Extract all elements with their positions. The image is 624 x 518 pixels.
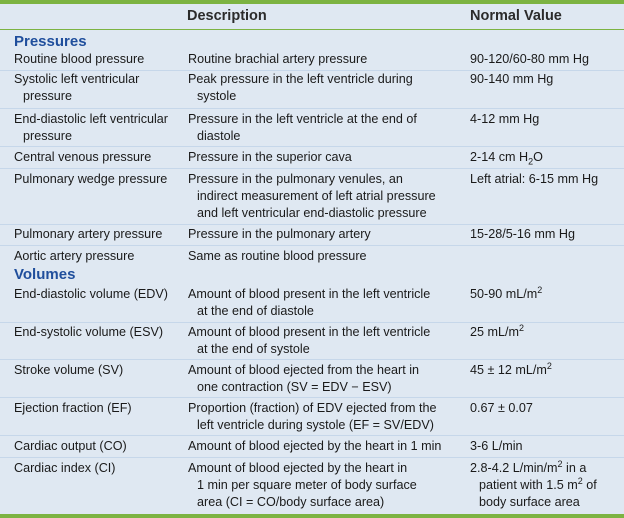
row-value: 4-12 mm Hg bbox=[470, 112, 540, 126]
row-name: End-systolic volume (ESV) bbox=[14, 325, 164, 339]
row-value: 50-90 mL/m2 bbox=[470, 284, 543, 301]
table-row: Routine blood pressure Routine brachial … bbox=[0, 51, 624, 71]
row-description: Amount of blood ejected by the heart in 1… bbox=[188, 461, 417, 509]
row-name: Ejection fraction (EF) bbox=[14, 401, 132, 415]
row-description: Amount of blood present in the left vent… bbox=[188, 287, 431, 318]
table-header: Description Normal Value bbox=[0, 4, 624, 30]
row-name: Stroke volume (SV) bbox=[14, 363, 124, 377]
row-value: 90-140 mm Hg bbox=[470, 72, 554, 86]
row-description: Same as routine blood pressure bbox=[188, 249, 367, 263]
table-row: Stroke volume (SV) Amount of blood eject… bbox=[0, 360, 624, 398]
section-pressures: Pressures bbox=[14, 33, 87, 50]
row-value: 2-14 cm H2O bbox=[470, 150, 543, 167]
table-row: End-diastolic volume (EDV) Amount of blo… bbox=[0, 284, 624, 323]
table-row: Central venous pressure Pressure in the … bbox=[0, 149, 624, 169]
table-row: Cardiac output (CO) Amount of blood ejec… bbox=[0, 438, 624, 458]
row-description: Routine brachial artery pressure bbox=[188, 52, 368, 66]
row-value: 3-6 L/min bbox=[470, 439, 523, 453]
table-row: Ejection fraction (EF) Proportion (fract… bbox=[0, 400, 624, 436]
table-row: Aortic artery pressure Same as routine b… bbox=[0, 248, 624, 267]
table-row: Pulmonary artery pressure Pressure in th… bbox=[0, 226, 624, 246]
row-description: Amount of blood ejected from the heart i… bbox=[188, 363, 420, 394]
table-row: Systolic left ventricular pressure Peak p… bbox=[0, 71, 624, 109]
row-name: End-diastolic volume (EDV) bbox=[14, 287, 168, 301]
row-value: 0.67 ± 0.07 bbox=[470, 401, 533, 415]
row-name: Aortic artery pressure bbox=[14, 249, 135, 263]
row-description: Pressure in the pulmonary artery bbox=[188, 227, 371, 241]
row-value: 2.8-4.2 L/min/m2 in a patient with 1.5 m… bbox=[470, 458, 597, 509]
row-description: Peak pressure in the left ventricle duri… bbox=[188, 72, 413, 103]
table-row: End-diastolic left ventricular pressure P… bbox=[0, 111, 624, 147]
row-value: 15-28/5-16 mm Hg bbox=[470, 227, 575, 241]
row-name: Systolic left ventricular pressure bbox=[14, 72, 140, 103]
row-value: 90-120/60-80 mm Hg bbox=[470, 52, 590, 66]
row-name: End-diastolic left ventricular pressure bbox=[14, 112, 168, 143]
row-description: Pressure in the pulmonary venules, an ind… bbox=[188, 172, 436, 220]
row-description: Pressure in the left ventricle at the en… bbox=[188, 112, 417, 143]
row-value: 45 ± 12 mL/m2 bbox=[470, 360, 552, 377]
bottom-accent-bar bbox=[0, 514, 624, 518]
row-name: Pulmonary wedge pressure bbox=[14, 172, 168, 186]
header-description: Description bbox=[187, 8, 267, 24]
header-normal-value: Normal Value bbox=[470, 8, 562, 24]
section-volumes: Volumes bbox=[14, 266, 76, 283]
row-description: Proportion (fraction) of EDV ejected fro… bbox=[188, 401, 437, 432]
row-name: Pulmonary artery pressure bbox=[14, 227, 163, 241]
row-name: Routine blood pressure bbox=[14, 52, 145, 66]
table-row: Cardiac index (CI) Amount of blood eject… bbox=[0, 458, 624, 513]
row-name: Central venous pressure bbox=[14, 150, 152, 164]
row-name: Cardiac output (CO) bbox=[14, 439, 127, 453]
row-description: Amount of blood ejected by the heart in … bbox=[188, 439, 442, 453]
row-value: 25 mL/m2 bbox=[470, 322, 525, 339]
row-name: Cardiac index (CI) bbox=[14, 461, 116, 475]
table-row: Pulmonary wedge pressure Pressure in the… bbox=[0, 171, 624, 225]
row-description: Amount of blood present in the left vent… bbox=[188, 325, 431, 356]
row-description: Pressure in the superior cava bbox=[188, 150, 352, 164]
top-accent-bar bbox=[0, 0, 624, 4]
table-row: End-systolic volume (ESV) Amount of bloo… bbox=[0, 322, 624, 360]
row-value: Left atrial: 6-15 mm Hg bbox=[470, 172, 599, 186]
